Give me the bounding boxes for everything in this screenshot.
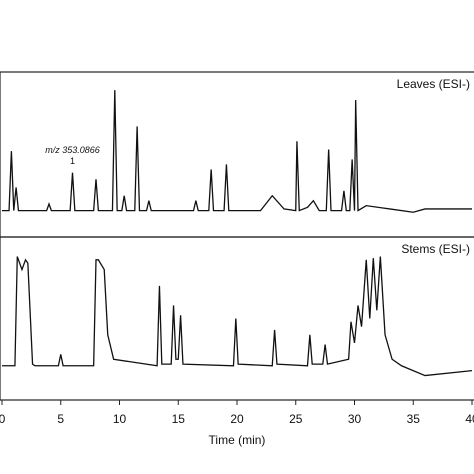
x-tick-label: 5 (57, 412, 64, 426)
trace (2, 256, 473, 377)
panel-label: Leaves (ESI-) (397, 77, 470, 91)
annotation: m/z 353.0866 (45, 145, 100, 155)
x-tick-label: 15 (172, 412, 186, 426)
annotation: 1 (70, 156, 75, 166)
trace (2, 90, 472, 213)
panel-label: Stems (ESI-) (401, 242, 470, 256)
panel-frame (0, 236, 474, 401)
x-tick-label: 10 (113, 412, 127, 426)
x-tick-label: 25 (289, 412, 303, 426)
x-tick-label: 40 (465, 412, 474, 426)
x-tick-label: 20 (230, 412, 244, 426)
x-tick-label: 0 (0, 412, 6, 426)
x-tick-label: 35 (407, 412, 421, 426)
x-tick-label: 30 (348, 412, 362, 426)
x-axis-label: Time (min) (209, 433, 266, 447)
